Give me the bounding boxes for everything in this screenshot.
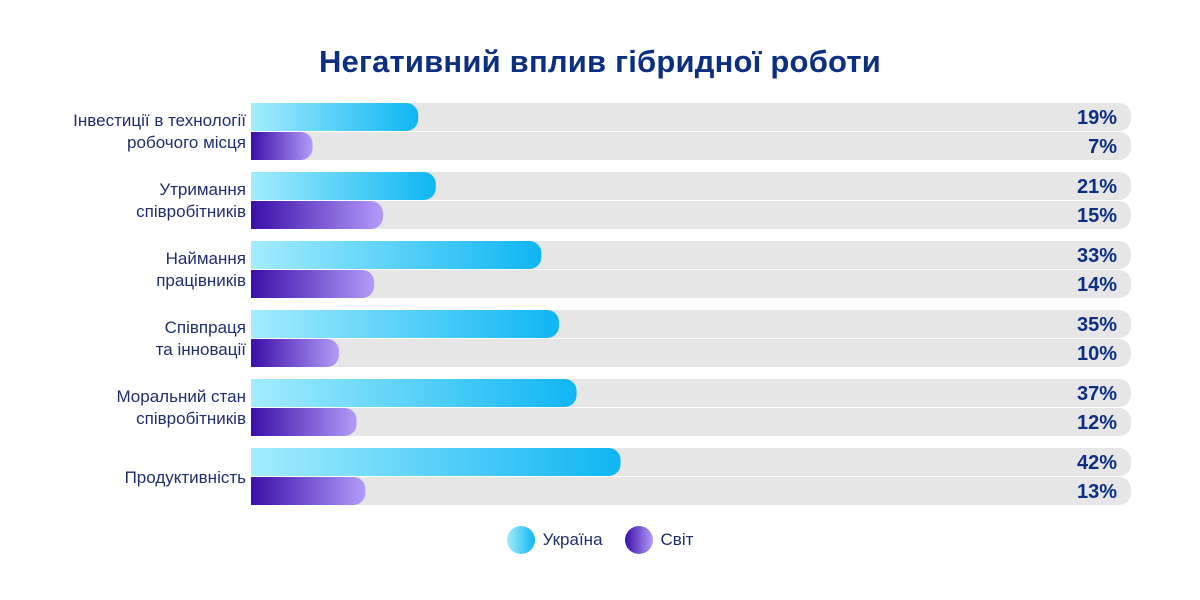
legend-item-ukraine: Україна	[506, 526, 603, 554]
value-label-ukraine: 42%	[1077, 452, 1117, 474]
value-label-world: 7%	[1088, 136, 1117, 158]
bar-track	[251, 477, 1131, 505]
category-label: Інвестиції в технології робочого місця	[20, 110, 246, 154]
value-label-world: 13%	[1077, 481, 1117, 503]
category-label: Моральний стан співробітників	[20, 386, 246, 430]
bar-world	[251, 270, 375, 298]
category-label-line: Інвестиції в технології	[73, 110, 246, 130]
bar-track	[251, 132, 1131, 160]
category-label: Наймання працівників	[20, 248, 246, 292]
bar-track	[251, 103, 1131, 131]
bar-world	[251, 339, 339, 367]
bar-track	[251, 339, 1131, 367]
category-label-line: Співпраця	[164, 317, 246, 337]
bar-world	[251, 132, 313, 160]
value-label-world: 15%	[1077, 205, 1117, 227]
category-label-line: та інновації	[155, 339, 246, 359]
value-label-ukraine: 19%	[1077, 107, 1117, 129]
bar-track	[251, 408, 1131, 436]
category-label-line: працівників	[156, 270, 246, 290]
category-label-line: Моральний стан	[116, 386, 246, 406]
category-label-line: співробітників	[136, 201, 246, 221]
category-label-line: співробітників	[136, 408, 246, 428]
bar-ukraine	[251, 241, 542, 269]
bar-world	[251, 477, 366, 505]
bar-world	[251, 408, 357, 436]
bar-ukraine	[251, 103, 419, 131]
value-label-ukraine: 37%	[1077, 383, 1117, 405]
value-label-world: 14%	[1077, 274, 1117, 296]
legend-swatch-ukraine	[506, 526, 535, 554]
bar-track	[251, 270, 1131, 298]
legend-swatch-world	[624, 526, 653, 554]
bar-track	[251, 172, 1131, 200]
value-label-ukraine: 33%	[1077, 245, 1117, 267]
legend-label-ukraine: Україна	[542, 530, 603, 549]
legend: Україна Світ	[0, 524, 1200, 556]
category-label: Продуктивність	[20, 467, 246, 489]
category-label-line: Наймання	[165, 248, 246, 268]
category-label: Утримання співробітників	[20, 179, 246, 223]
category-label-line: Утримання	[159, 179, 246, 199]
value-label-world: 10%	[1077, 343, 1117, 365]
bar-world	[251, 201, 383, 229]
value-label-ukraine: 21%	[1077, 176, 1117, 198]
legend-label-world: Світ	[660, 530, 694, 549]
category-label-line: робочого місця	[127, 132, 246, 152]
bar-ukraine	[251, 379, 577, 407]
bar-ukraine	[251, 310, 559, 338]
value-label-ukraine: 35%	[1077, 314, 1117, 336]
bar-ukraine	[251, 448, 621, 476]
chart-title: Негативний вплив гібридної роботи	[318, 44, 882, 79]
bar-ukraine	[251, 172, 436, 200]
category-label: Співпраця та інновації	[20, 317, 246, 361]
category-label-line: Продуктивність	[124, 467, 246, 487]
value-label-world: 12%	[1077, 412, 1117, 434]
legend-item-world: Світ	[624, 526, 694, 554]
bar-track	[251, 201, 1131, 229]
